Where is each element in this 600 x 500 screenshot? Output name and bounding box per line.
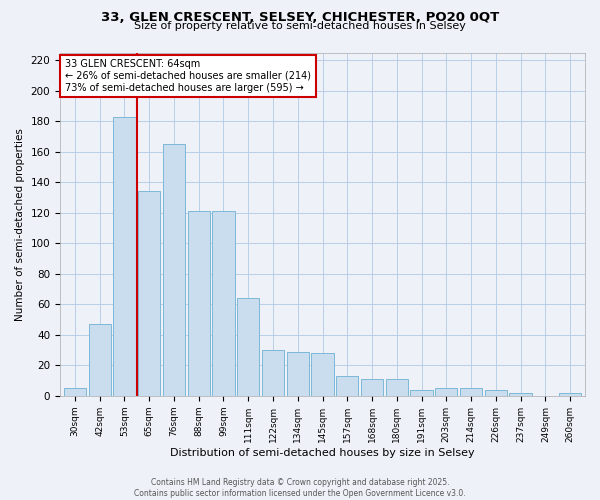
- Bar: [485, 390, 507, 396]
- Bar: [212, 211, 235, 396]
- Bar: [460, 388, 482, 396]
- Bar: [287, 352, 309, 396]
- Bar: [509, 393, 532, 396]
- Bar: [361, 379, 383, 396]
- Text: Size of property relative to semi-detached houses in Selsey: Size of property relative to semi-detach…: [134, 21, 466, 31]
- Bar: [262, 350, 284, 396]
- Bar: [64, 388, 86, 396]
- Bar: [435, 388, 457, 396]
- Bar: [89, 324, 111, 396]
- Bar: [559, 393, 581, 396]
- Bar: [386, 379, 408, 396]
- Bar: [138, 192, 160, 396]
- Y-axis label: Number of semi-detached properties: Number of semi-detached properties: [15, 128, 25, 320]
- Bar: [163, 144, 185, 396]
- X-axis label: Distribution of semi-detached houses by size in Selsey: Distribution of semi-detached houses by …: [170, 448, 475, 458]
- Text: Contains HM Land Registry data © Crown copyright and database right 2025.
Contai: Contains HM Land Registry data © Crown c…: [134, 478, 466, 498]
- Bar: [336, 376, 358, 396]
- Bar: [237, 298, 259, 396]
- Bar: [113, 116, 136, 396]
- Bar: [188, 211, 210, 396]
- Text: 33, GLEN CRESCENT, SELSEY, CHICHESTER, PO20 0QT: 33, GLEN CRESCENT, SELSEY, CHICHESTER, P…: [101, 11, 499, 24]
- Bar: [410, 390, 433, 396]
- Text: 33 GLEN CRESCENT: 64sqm
← 26% of semi-detached houses are smaller (214)
73% of s: 33 GLEN CRESCENT: 64sqm ← 26% of semi-de…: [65, 60, 311, 92]
- Bar: [311, 353, 334, 396]
